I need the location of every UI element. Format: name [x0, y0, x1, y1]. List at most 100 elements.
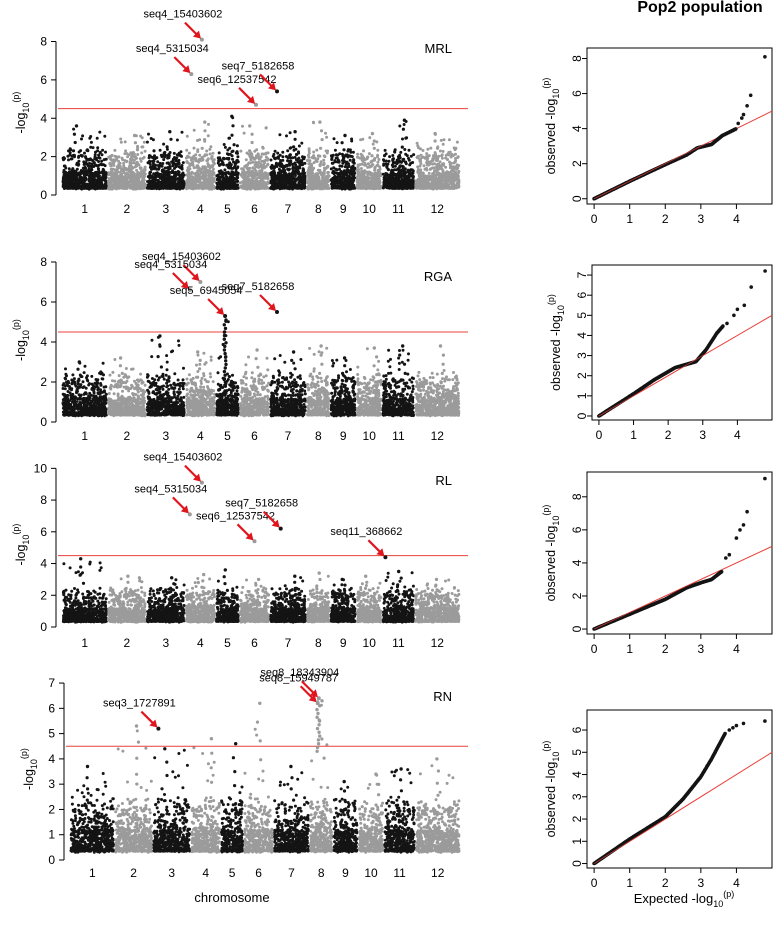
snp-point [79, 170, 83, 174]
snp-point [356, 155, 359, 159]
y-tick-label: 2 [40, 150, 47, 164]
snp-point [403, 173, 406, 177]
snp-point [283, 172, 287, 176]
snp-point [239, 184, 243, 188]
snp-point [277, 156, 280, 160]
snp-point [119, 137, 123, 141]
snp-point [321, 174, 325, 178]
snp-point [393, 164, 397, 168]
snp-point [292, 185, 296, 189]
chromosome-5-points [215, 114, 240, 191]
snp-point [298, 180, 302, 184]
snp-point [244, 158, 248, 162]
snp-point [97, 160, 101, 163]
y-tick-label: 6 [40, 73, 47, 87]
snp-point [80, 154, 84, 158]
snp-point [308, 159, 312, 163]
snp-point [383, 148, 387, 152]
snp-point [249, 187, 253, 191]
snp-point [361, 137, 365, 141]
snp-point [311, 174, 315, 178]
snp-point [84, 182, 88, 186]
snp-point [385, 181, 389, 185]
snp-point [278, 187, 282, 191]
snp-point [346, 174, 350, 178]
snp-point [212, 187, 216, 190]
snp-point [340, 172, 344, 176]
snp-point [241, 171, 244, 175]
snp-point [78, 180, 82, 184]
snp-point [107, 187, 111, 191]
snp-point [103, 134, 107, 138]
snp-point [208, 152, 212, 156]
snp-point [361, 176, 365, 179]
chromosome-11-points [381, 118, 416, 191]
snp-point [121, 186, 125, 190]
snp-point [290, 180, 294, 184]
snp-point [205, 153, 209, 157]
snp-point [389, 171, 393, 175]
snp-point [352, 161, 356, 165]
snp-point [315, 180, 319, 184]
snp-point [64, 166, 68, 170]
snp-point [281, 173, 284, 177]
snp-point [329, 167, 333, 171]
snp-point [151, 179, 154, 183]
snp-point [242, 182, 246, 186]
chromosome-12-points [414, 131, 461, 191]
snp-point [242, 175, 246, 179]
snp-point [299, 162, 303, 166]
snp-point [138, 157, 142, 161]
snp-point [292, 145, 296, 149]
y-tick-label: 8 [40, 35, 47, 49]
snp-point [341, 176, 345, 180]
snp-point [159, 183, 163, 187]
snp-point [250, 140, 254, 145]
snp-point [270, 163, 274, 167]
snp-point [98, 150, 102, 154]
snp-point [135, 148, 140, 152]
snp-point [407, 178, 411, 181]
snp-point [228, 152, 232, 156]
snp-point [203, 179, 206, 183]
snp-point [178, 187, 182, 191]
snp-point [235, 178, 239, 182]
chrom-peak-point [318, 120, 322, 124]
snp-point [148, 179, 151, 183]
snp-point [98, 185, 101, 189]
snp-point [187, 151, 191, 155]
snp-point [390, 185, 393, 189]
snp-point [193, 181, 196, 185]
snp-point [301, 155, 304, 159]
snp-point [198, 185, 202, 189]
snp-point [69, 171, 73, 174]
snp-point [297, 144, 301, 148]
snp-point [206, 162, 210, 166]
snp-point [230, 133, 234, 137]
snp-point [253, 167, 257, 171]
snp-point [290, 173, 294, 176]
snp-point [200, 167, 204, 171]
snp-point [360, 157, 364, 161]
snp-point [264, 126, 268, 130]
snp-point [335, 141, 339, 145]
snp-point [138, 175, 141, 179]
snp-point [269, 186, 273, 190]
snp-point [63, 172, 67, 176]
snp-point [367, 162, 370, 166]
snp-point [284, 176, 288, 180]
snp-point [93, 175, 97, 179]
snp-point [218, 157, 222, 161]
qq-xlabel-sup: (p) [723, 889, 734, 899]
snp-point [352, 183, 356, 187]
x-tick-label: 9 [340, 202, 347, 216]
snp-point [236, 171, 240, 175]
snp-point [177, 158, 181, 162]
snp-point [401, 186, 404, 190]
chrom-peak-point [74, 124, 79, 128]
snp-point [97, 179, 101, 183]
snp-point [220, 162, 224, 166]
snp-point [86, 171, 90, 174]
snp-point [157, 187, 161, 190]
